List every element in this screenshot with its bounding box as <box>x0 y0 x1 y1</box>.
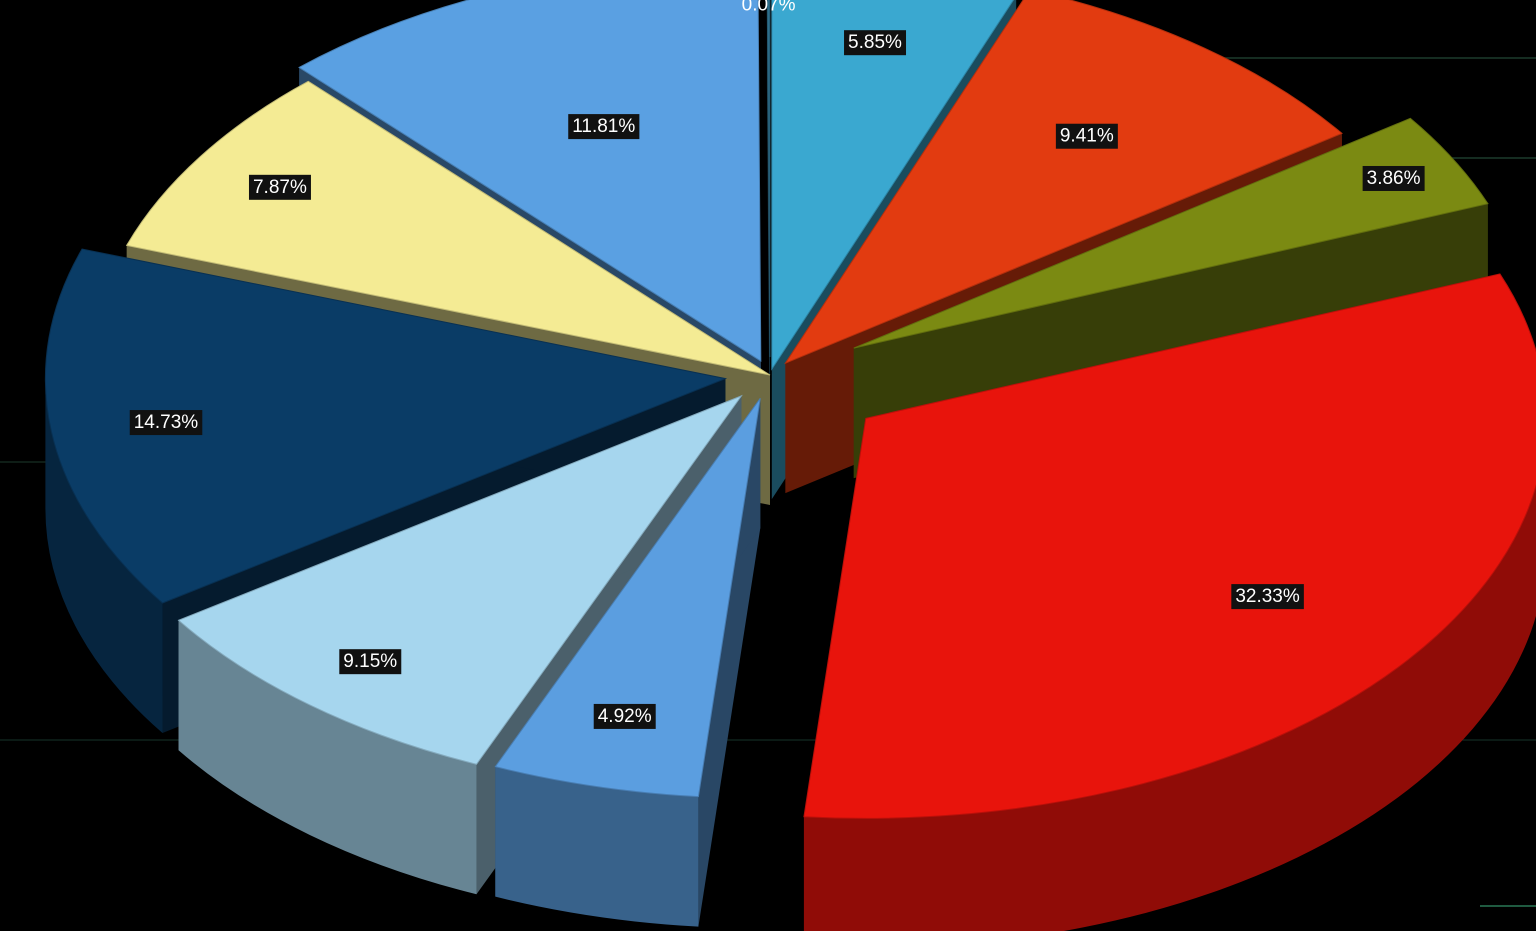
pie-slice <box>766 0 771 487</box>
data-label-text: 7.87% <box>253 177 307 198</box>
data-label-text: 14.73% <box>134 412 199 433</box>
slice-top <box>298 0 762 362</box>
data-label-box <box>568 114 640 140</box>
data-label-text: 5.85% <box>848 32 902 53</box>
slice-top <box>771 0 1015 371</box>
slice-outer-wall <box>803 485 1536 931</box>
slice-top <box>853 117 1489 349</box>
slice-top <box>44 248 728 604</box>
data-label-box <box>1231 584 1304 610</box>
data-label: 11.81% <box>568 114 640 140</box>
data-label: 9.15% <box>339 649 402 675</box>
slice-outer-wall <box>178 620 477 895</box>
data-label: 9.41% <box>1055 123 1118 149</box>
data-labels: 5.85% 9.41% 3.86% 32.33% 4.92% 9.15% 14.73% 7.8… <box>129 0 1425 729</box>
data-label-box <box>1055 123 1118 149</box>
data-label-text: 4.92% <box>598 706 652 727</box>
data-label: 5.85% <box>844 30 907 56</box>
data-label-text: 11.81% <box>572 116 635 137</box>
slice-top <box>177 394 743 765</box>
pie-slices <box>44 0 1536 931</box>
slice-top <box>784 0 1343 365</box>
data-label: 32.33% <box>1231 584 1304 610</box>
slice-top <box>125 80 771 376</box>
slice-outer-wall <box>495 766 699 927</box>
data-label: 0.07% <box>742 0 796 16</box>
data-label: 7.87% <box>248 174 311 200</box>
data-label: 14.73% <box>129 410 203 436</box>
data-label-box <box>844 30 907 56</box>
data-label-box <box>248 174 311 200</box>
slice-top <box>803 273 1536 819</box>
data-label-text: 9.15% <box>343 651 397 672</box>
data-label-box <box>339 649 402 675</box>
data-label-text: 3.86% <box>1367 168 1421 189</box>
slice-top <box>494 397 761 798</box>
pie-slice <box>494 397 761 927</box>
slice-top <box>766 0 771 358</box>
slice-outer-wall <box>45 378 163 733</box>
data-label: 4.92% <box>593 703 656 729</box>
data-label-box <box>593 703 656 729</box>
data-label-text: 32.33% <box>1235 586 1300 607</box>
data-label: 3.86% <box>1362 165 1425 191</box>
data-label-box <box>129 410 203 436</box>
data-label-text: 9.41% <box>1060 126 1114 147</box>
data-label-box <box>1362 165 1425 191</box>
pie-slice <box>803 273 1536 931</box>
data-label-text: 0.07% <box>742 0 796 16</box>
